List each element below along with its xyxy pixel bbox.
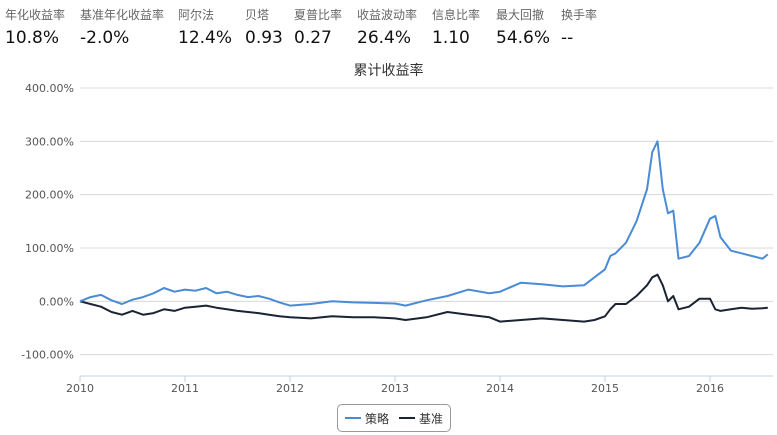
metric-label: 夏普比率	[294, 8, 343, 22]
x-tick-label: 2014	[486, 382, 514, 395]
series-line-strategy	[79, 140, 769, 307]
series-line-benchmark	[79, 273, 768, 323]
metric-value: -2.0%	[80, 28, 130, 48]
metric-label: 收益波动率	[357, 8, 418, 22]
metric-label: 换手率	[561, 8, 598, 22]
metric-volatility: 收益波动率 26.4%	[357, 6, 417, 48]
chart-title: 累计收益率	[353, 63, 424, 79]
metric-benchmark-annual-return: 基准年化收益率 -2.0%	[80, 6, 164, 48]
x-tick-label: 2015	[591, 382, 619, 395]
legend-label-benchmark: 基准	[419, 411, 444, 426]
metrics-bar: 年化收益率 10.8% 基准年化收益率 -2.0% 阿尔法 12.4% 贝塔 0…	[0, 0, 777, 56]
metric-value: 26.4%	[357, 28, 412, 48]
metric-label: 最大回撤	[496, 8, 545, 22]
metric-value: 0.93	[245, 28, 283, 48]
legend-item-benchmark[interactable]: 基准	[399, 410, 443, 427]
metric-label: 贝塔	[245, 8, 270, 22]
metric-label: 阿尔法	[178, 8, 215, 22]
metric-annual-return: 年化收益率 10.8%	[5, 6, 65, 48]
y-tick-label: -100.00%	[21, 349, 74, 362]
x-tick-label: 2016	[696, 382, 724, 395]
chart-legend: 策略 基准	[337, 404, 451, 432]
legend-item-strategy[interactable]: 策略	[344, 410, 389, 427]
x-tick-label: 2010	[66, 382, 94, 395]
metric-alpha: 阿尔法 12.4%	[178, 6, 232, 48]
metric-value: 10.8%	[5, 28, 60, 48]
metric-information-ratio: 信息比率 1.10	[432, 6, 480, 48]
y-tick-label: 300.00%	[25, 135, 74, 148]
legend-swatch-strategy	[344, 417, 361, 419]
metric-turnover: 换手率 --	[561, 6, 597, 48]
metric-label: 基准年化收益率	[80, 8, 165, 22]
y-tick-label: 400.00%	[25, 82, 74, 95]
x-tick-label: 2013	[381, 382, 409, 395]
metric-value: 12.4%	[178, 28, 233, 48]
legend-label-strategy: 策略	[364, 411, 389, 426]
legend-swatch-benchmark	[399, 417, 415, 419]
metric-value: 0.27	[294, 28, 332, 48]
metric-label: 年化收益率	[5, 8, 66, 22]
metric-beta: 贝塔 0.93	[245, 6, 283, 48]
metric-sharpe: 夏普比率 0.27	[294, 6, 342, 48]
x-tick-label: 2012	[276, 382, 304, 395]
y-tick-label: 200.00%	[25, 189, 74, 202]
y-tick-label: 100.00%	[25, 242, 74, 255]
metric-label: 信息比率	[432, 8, 481, 22]
x-tick-label: 2011	[171, 382, 199, 395]
metric-max-drawdown: 最大回撤 54.6%	[496, 6, 550, 48]
metric-value: --	[561, 28, 574, 48]
metric-value: 1.10	[432, 28, 470, 48]
y-tick-label: 0.00%	[39, 295, 74, 308]
metric-value: 54.6%	[496, 28, 551, 48]
